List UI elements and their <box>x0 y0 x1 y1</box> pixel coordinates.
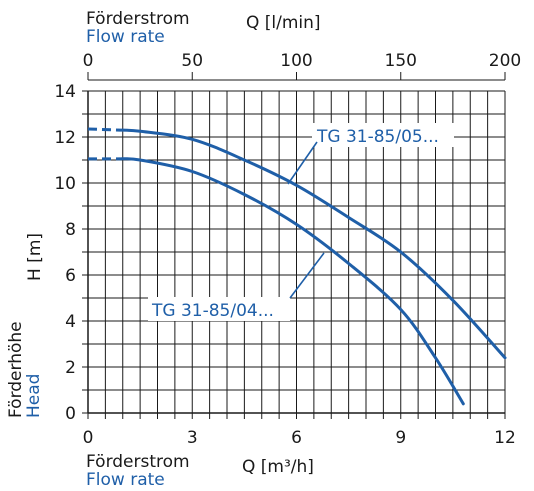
series-label-bg-04 <box>148 297 290 321</box>
top-tick-label: 200 <box>489 51 521 71</box>
bottom-tick-label: 0 <box>83 428 94 448</box>
series-label-bg-05 <box>312 123 454 147</box>
top-axis-unit: Q [l/min] <box>246 13 321 33</box>
top-tick-label: 50 <box>181 51 203 71</box>
series-leader-04 <box>289 252 325 299</box>
top-tick-label: 0 <box>83 51 94 71</box>
top-tick-label: 150 <box>385 51 417 71</box>
bottom-axis-label-de: Förderstrom <box>86 452 190 472</box>
y-axis-label-de: Förderhöhe <box>6 321 26 418</box>
y-tick-label: 0 <box>65 404 76 424</box>
y-tick-label: 8 <box>65 220 76 240</box>
top-tick-label: 100 <box>280 51 312 71</box>
y-tick-label: 14 <box>54 82 76 102</box>
bottom-tick-label: 3 <box>187 428 198 448</box>
series-dashed-start-0 <box>87 127 120 132</box>
top-axis-label-de: Förderstrom <box>86 9 190 29</box>
series-line-0 <box>117 128 507 360</box>
bottom-axis-label-en: Flow rate <box>86 470 165 490</box>
series-label-05: TG 31-85/05... <box>316 127 439 147</box>
series-leader-05 <box>287 141 318 185</box>
bottom-tick-label: 12 <box>494 428 516 448</box>
curves <box>87 127 507 406</box>
series-label-04: TG 31-85/04... <box>151 301 274 321</box>
y-tick-label: 12 <box>54 128 76 148</box>
top-axis-label-en: Flow rate <box>86 27 165 47</box>
bottom-tick-label: 6 <box>291 428 302 448</box>
y-tick-label: 10 <box>54 174 76 194</box>
bottom-axis-unit: Q [m³/h] <box>242 457 314 477</box>
y-tick-label: 6 <box>65 266 76 286</box>
top-tick-labels: 0 50 100 150 200 <box>83 51 521 81</box>
bottom-tick-labels: 0 3 6 9 12 <box>83 428 516 448</box>
y-tick-label: 2 <box>65 358 76 378</box>
y-tick-labels: 0 2 4 6 8 10 12 14 <box>54 82 76 424</box>
y-axis-label-en: Head <box>24 374 44 418</box>
y-tick-label: 4 <box>65 312 76 332</box>
bottom-tick-label: 9 <box>395 428 406 448</box>
series-line-1 <box>117 157 465 406</box>
y-axis-unit: H [m] <box>25 233 45 281</box>
